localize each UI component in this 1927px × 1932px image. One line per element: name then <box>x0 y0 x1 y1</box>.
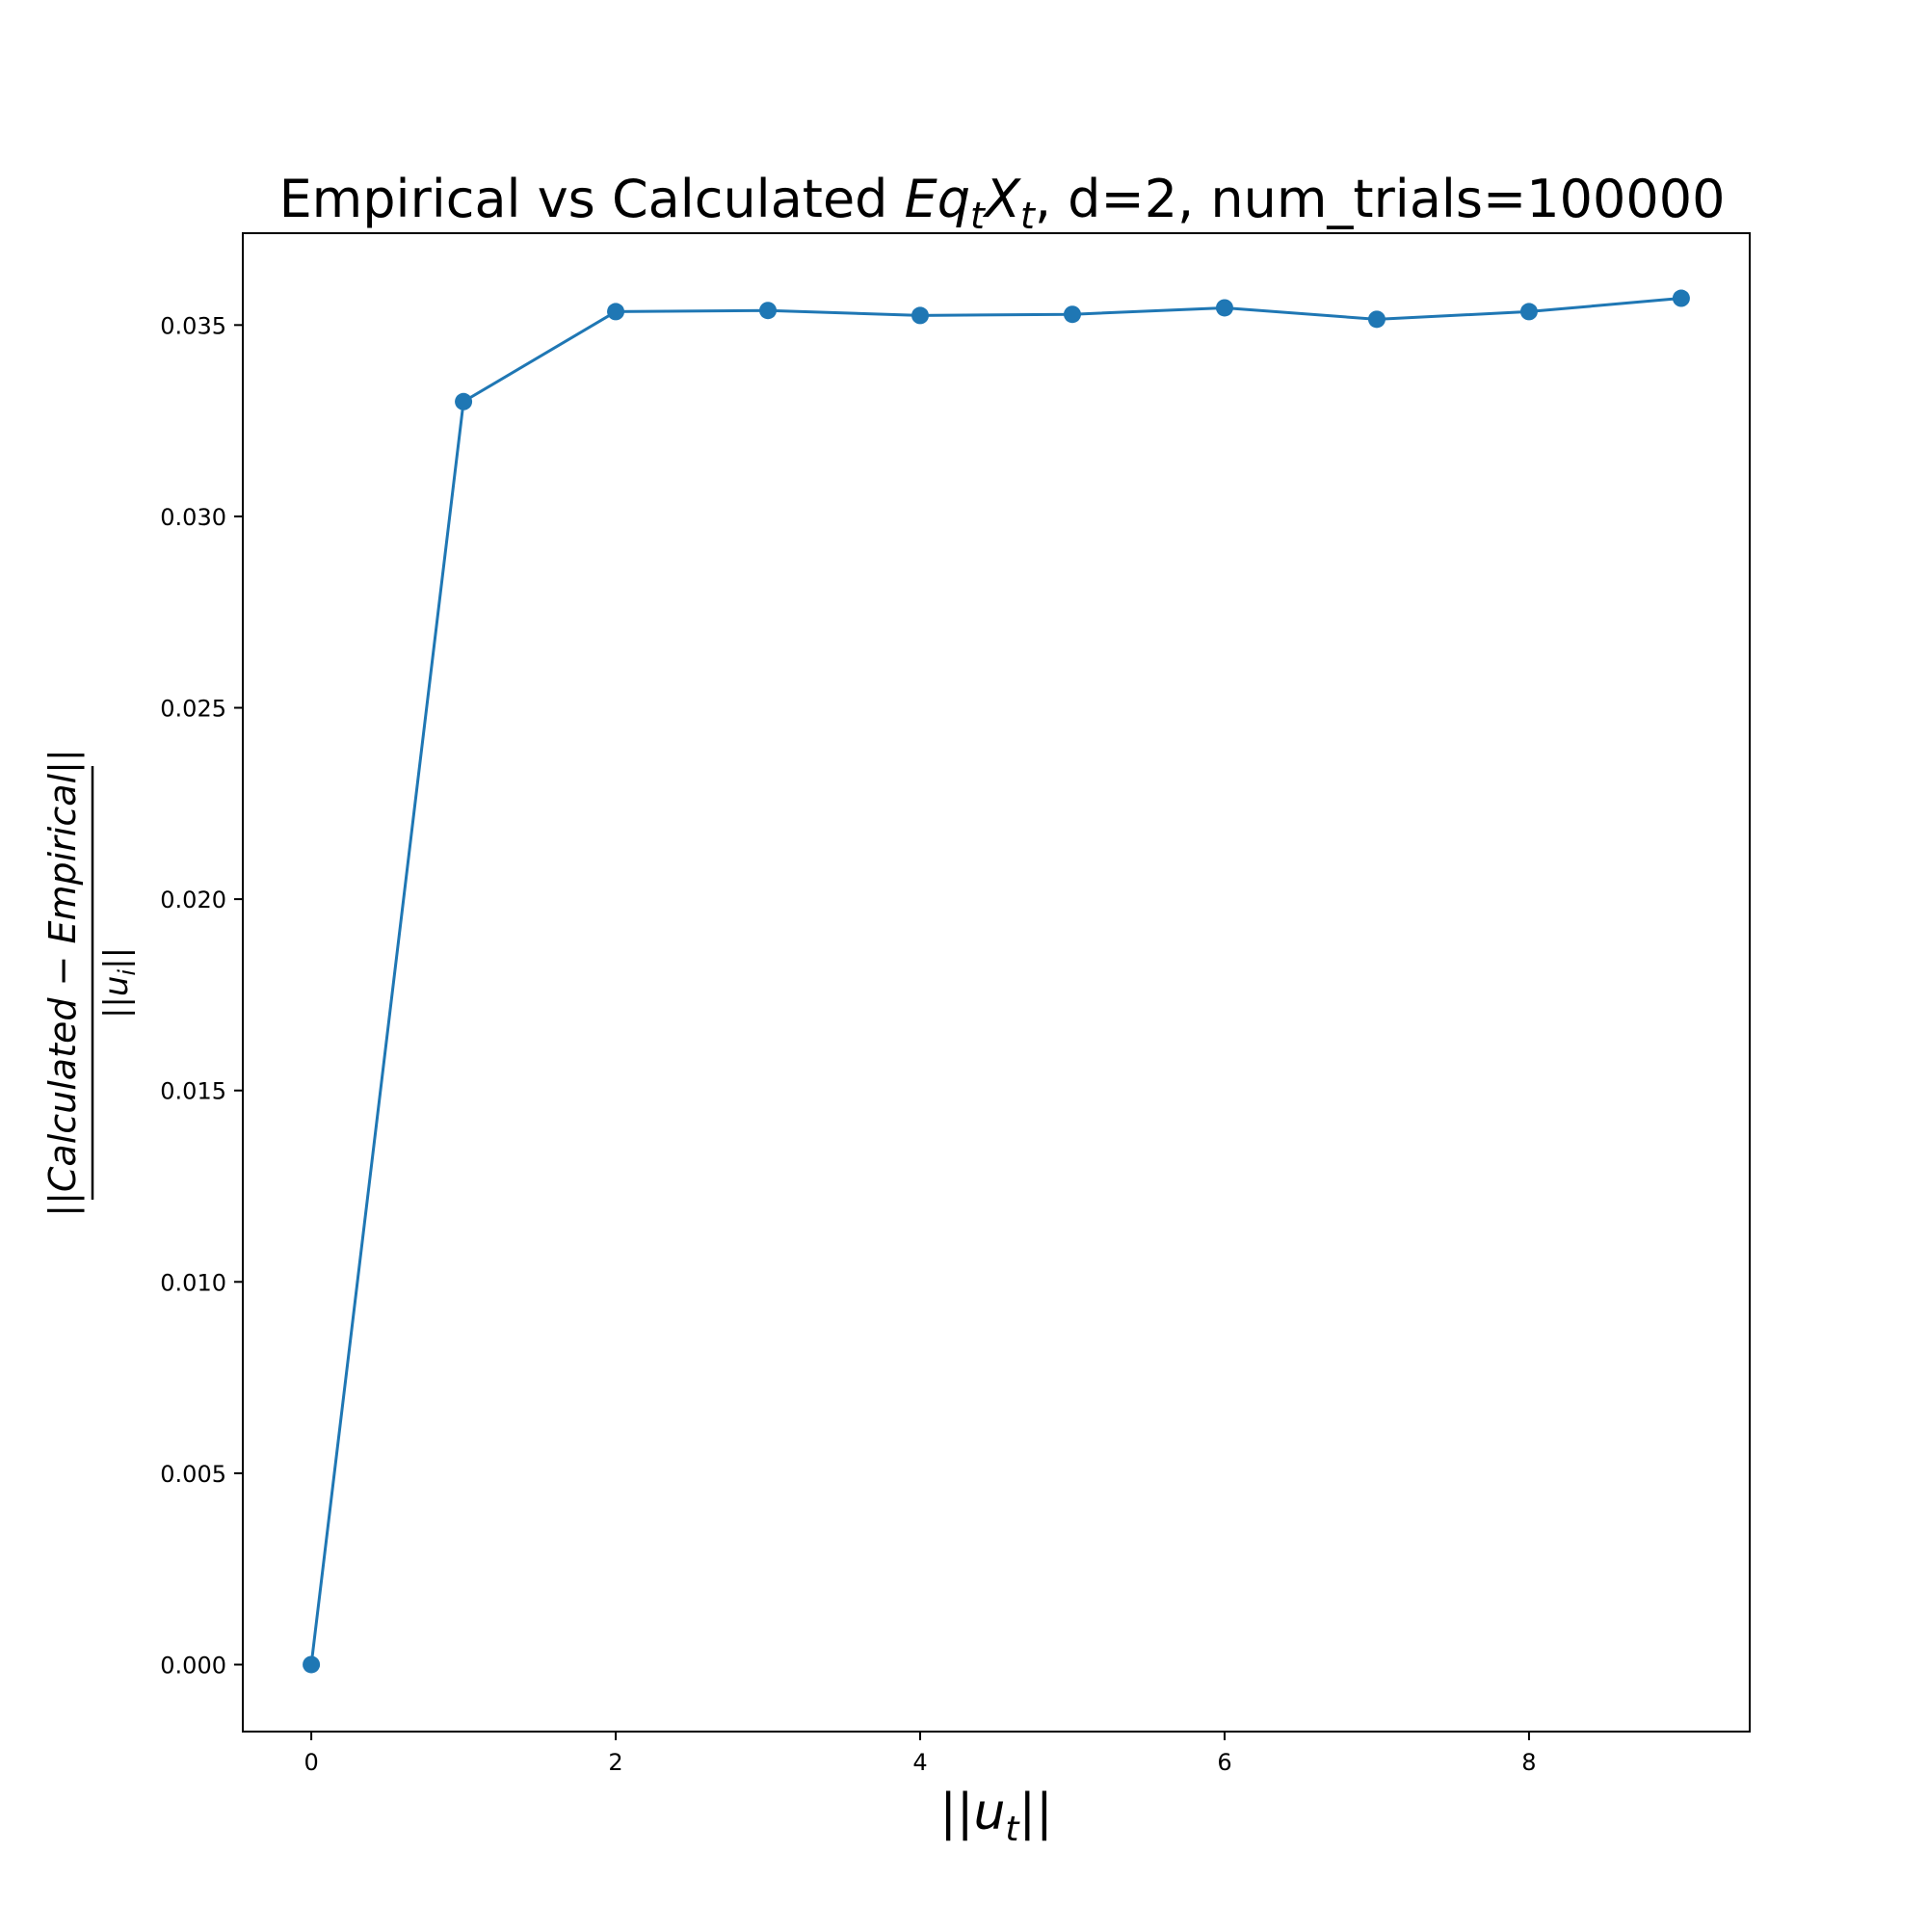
x-tick-label: 8 <box>1521 1749 1536 1776</box>
chart-title: Empirical vs Calculated EqtXt, d=2, num_… <box>279 169 1726 237</box>
x-axis-label-sub: t <box>1005 1810 1020 1849</box>
chart-title-math-sub2: t <box>1020 195 1037 237</box>
x-axis-label: ||ut|| <box>939 1784 1052 1849</box>
data-point <box>1063 305 1081 324</box>
y-tick-label: 0.025 <box>160 696 226 723</box>
y-axis-ticks: 0.000 0.005 0.010 0.015 0.020 0.025 0.030 0.035 <box>160 312 243 1679</box>
y-tick-label: 0.005 <box>160 1461 226 1488</box>
y-axis-label-denominator-close: || <box>97 947 136 969</box>
y-tick-label: 0.000 <box>160 1652 226 1679</box>
y-tick-label: 0.030 <box>160 504 226 531</box>
chart-title-suffix: , d=2, num_trials=100000 <box>1035 169 1726 229</box>
chart-title-prefix: Empirical vs Calculated <box>279 169 905 229</box>
x-tick-label: 4 <box>912 1749 927 1776</box>
y-axis-label-denominator: ||ui|| <box>97 947 141 1019</box>
x-tick-label: 0 <box>304 1749 318 1776</box>
data-point <box>1519 303 1538 321</box>
series-line <box>309 297 1682 1665</box>
data-point <box>1215 299 1233 317</box>
y-axis-label-denominator-sub: i <box>114 969 141 976</box>
y-tick-label: 0.010 <box>160 1269 226 1296</box>
chart-title-math-x: X <box>982 169 1021 229</box>
x-tick-label: 6 <box>1217 1749 1231 1776</box>
y-axis-label-numerator: ||Calculated − Empirical|| <box>41 749 85 1216</box>
y-tick-label: 0.035 <box>160 312 226 339</box>
data-point <box>911 306 930 325</box>
x-axis-ticks: 0 2 4 6 8 <box>304 1732 1537 1776</box>
y-axis-label-denominator-var: u <box>97 976 136 997</box>
x-axis-label-open: || <box>939 1784 973 1841</box>
data-point <box>1367 310 1386 329</box>
series-points <box>303 289 1690 1674</box>
chart-title-math-sub1: t <box>970 195 987 237</box>
x-axis-label-close: || <box>1019 1784 1053 1841</box>
data-point <box>455 392 473 410</box>
chart-title-math-eq: Eq <box>905 169 970 229</box>
y-tick-label: 0.015 <box>160 1078 226 1105</box>
data-point <box>607 303 625 321</box>
data-point <box>1672 289 1690 307</box>
data-point <box>303 1655 321 1674</box>
x-axis-label-var: u <box>973 1784 1005 1841</box>
x-tick-label: 2 <box>608 1749 622 1776</box>
data-point <box>759 302 778 320</box>
y-tick-label: 0.020 <box>160 887 226 913</box>
plot-frame <box>242 232 1751 1733</box>
y-axis-label-denominator-open: || <box>97 996 136 1019</box>
y-axis-label: ||Calculated − Empirical|| ||ui|| <box>41 749 141 1216</box>
